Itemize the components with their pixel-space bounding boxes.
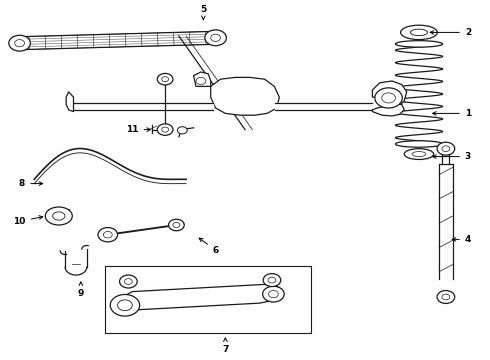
- Circle shape: [120, 275, 137, 288]
- Polygon shape: [194, 72, 211, 86]
- Polygon shape: [120, 284, 282, 310]
- Circle shape: [9, 35, 30, 51]
- Text: 8: 8: [19, 179, 43, 188]
- Ellipse shape: [404, 149, 434, 159]
- Ellipse shape: [401, 25, 437, 40]
- Ellipse shape: [395, 41, 442, 47]
- Text: 5: 5: [200, 4, 206, 20]
- Ellipse shape: [53, 212, 65, 220]
- Circle shape: [169, 219, 184, 231]
- Polygon shape: [66, 92, 74, 112]
- Text: 4: 4: [452, 235, 471, 244]
- Polygon shape: [372, 81, 407, 108]
- Text: 11: 11: [126, 125, 150, 134]
- Circle shape: [375, 88, 402, 108]
- Circle shape: [437, 142, 455, 155]
- Ellipse shape: [395, 141, 442, 147]
- Text: 6: 6: [199, 238, 219, 255]
- Text: 2: 2: [430, 28, 471, 37]
- Circle shape: [437, 291, 455, 303]
- Ellipse shape: [412, 152, 426, 157]
- Text: 1: 1: [433, 109, 471, 118]
- Text: 3: 3: [433, 152, 471, 161]
- Circle shape: [98, 228, 118, 242]
- Text: 10: 10: [13, 216, 43, 226]
- Text: 7: 7: [222, 338, 229, 354]
- Bar: [105, 266, 311, 333]
- Circle shape: [157, 124, 173, 135]
- Ellipse shape: [411, 29, 428, 36]
- Circle shape: [263, 286, 284, 302]
- Polygon shape: [211, 77, 279, 115]
- Text: 9: 9: [77, 282, 84, 298]
- Circle shape: [110, 294, 140, 316]
- Circle shape: [177, 127, 187, 134]
- Circle shape: [263, 274, 281, 287]
- Polygon shape: [372, 104, 404, 116]
- Circle shape: [205, 30, 226, 46]
- Ellipse shape: [45, 207, 73, 225]
- Circle shape: [157, 73, 173, 85]
